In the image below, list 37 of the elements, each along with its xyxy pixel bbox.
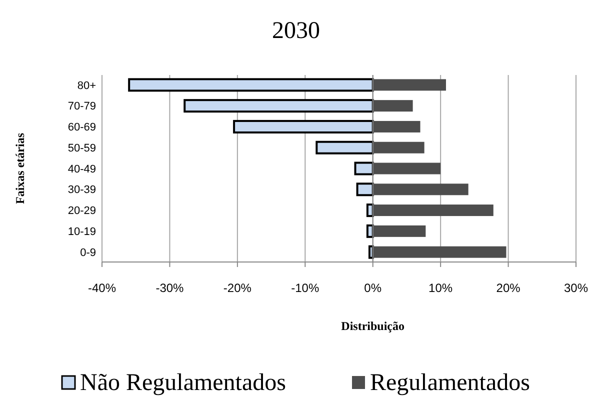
x-tick-label: 10% xyxy=(428,281,453,295)
bar xyxy=(354,162,374,176)
bar xyxy=(372,162,441,174)
y-tick-label: 10-19 xyxy=(68,226,96,238)
y-tick-label: 50-59 xyxy=(68,142,96,154)
y-tick-label: 60-69 xyxy=(68,122,96,134)
bar xyxy=(372,225,426,237)
bar xyxy=(372,142,424,154)
bar xyxy=(372,184,468,196)
bar xyxy=(316,140,374,154)
x-tick-label: -30% xyxy=(156,281,184,295)
legend-label: Não Regulamentados xyxy=(80,370,286,396)
bar xyxy=(372,100,413,112)
bar xyxy=(372,120,420,132)
x-tick-label: -10% xyxy=(291,281,320,295)
bar xyxy=(128,78,374,92)
bar xyxy=(372,79,446,91)
x-tick-label: 0% xyxy=(364,281,382,295)
bar xyxy=(184,99,374,113)
x-axis-title: Distribuição xyxy=(341,319,405,333)
y-tick-label: 40-49 xyxy=(68,163,96,176)
legend-label: Regulamentados xyxy=(370,370,530,396)
x-tick-label: 20% xyxy=(496,281,521,295)
y-axis-title: Faixas etárias xyxy=(13,132,27,204)
y-tick-label: 30-39 xyxy=(68,184,96,196)
y-tick-label: 80+ xyxy=(77,80,96,92)
bar xyxy=(233,120,374,134)
y-tick-label: 70-79 xyxy=(68,100,96,113)
y-tick-label: 0-9 xyxy=(80,246,96,259)
bar xyxy=(372,204,494,216)
bar xyxy=(372,246,506,258)
x-tick-label: -40% xyxy=(88,281,116,295)
bar xyxy=(356,182,374,196)
y-tick-label: 20-29 xyxy=(68,205,96,218)
chart-title: 2030 xyxy=(272,18,320,44)
x-tick-label: -20% xyxy=(223,281,252,295)
x-tick-label: 30% xyxy=(564,281,588,295)
